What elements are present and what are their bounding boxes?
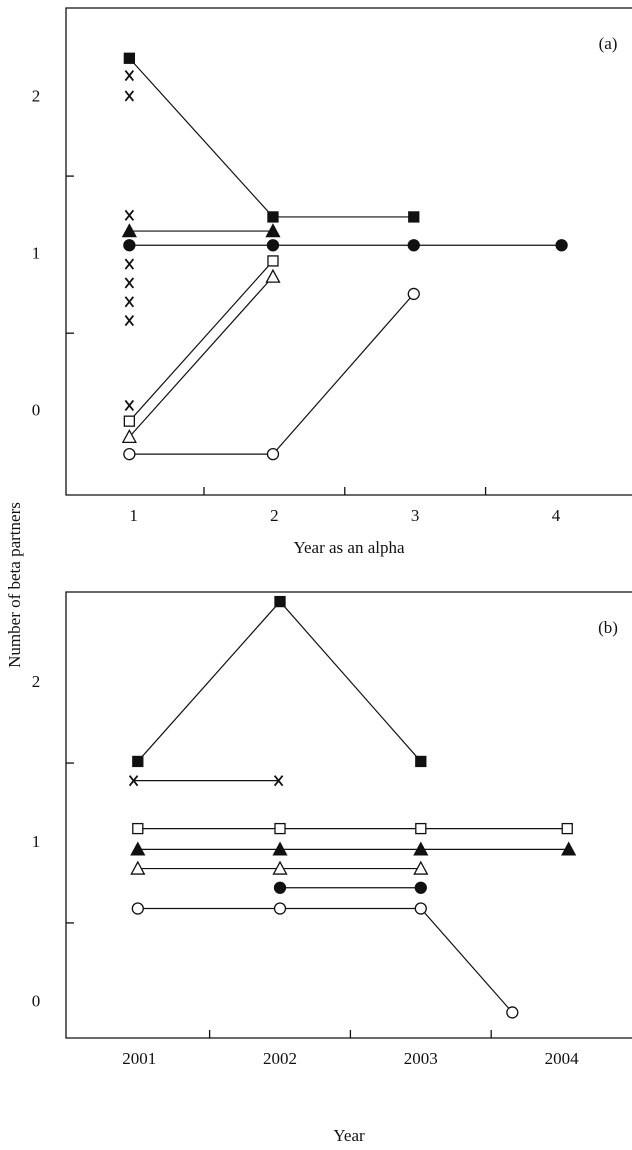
marker bbox=[266, 239, 280, 252]
axis-frame bbox=[65, 7, 632, 496]
marker bbox=[415, 755, 427, 768]
y-tick-label: 1 bbox=[32, 244, 41, 263]
marker bbox=[130, 860, 146, 875]
marker bbox=[273, 881, 287, 894]
x-axis-title: Year bbox=[333, 1126, 365, 1145]
marker bbox=[267, 255, 279, 267]
marker bbox=[121, 429, 137, 444]
marker bbox=[132, 822, 144, 835]
marker bbox=[415, 822, 427, 835]
marker bbox=[123, 415, 136, 427]
marker bbox=[413, 860, 429, 875]
y-tick-label: 1 bbox=[32, 832, 41, 851]
marker bbox=[124, 258, 135, 270]
marker bbox=[124, 399, 135, 412]
x-tick-label: 4 bbox=[552, 506, 561, 525]
marker bbox=[561, 822, 573, 835]
marker bbox=[272, 860, 288, 875]
x-tick-label: 2003 bbox=[404, 1049, 438, 1068]
marker bbox=[124, 90, 135, 102]
series-line bbox=[128, 57, 414, 218]
marker bbox=[267, 211, 279, 223]
y-axis-title: Number of beta partners bbox=[5, 502, 24, 668]
marker bbox=[555, 239, 568, 252]
x-tick-label: 2001 bbox=[122, 1049, 156, 1068]
marker bbox=[130, 841, 146, 856]
marker bbox=[123, 448, 136, 461]
marker bbox=[414, 881, 427, 894]
marker bbox=[272, 841, 288, 856]
panel-label: (b) bbox=[598, 618, 618, 637]
marker bbox=[273, 775, 284, 787]
marker bbox=[124, 209, 135, 221]
marker bbox=[414, 902, 427, 915]
x-tick-label: 2004 bbox=[545, 1049, 580, 1068]
x-tick-label: 2 bbox=[270, 506, 279, 525]
panel-label: (a) bbox=[599, 34, 618, 53]
y-tick-label: 2 bbox=[32, 86, 41, 105]
marker bbox=[408, 211, 420, 223]
marker bbox=[506, 1006, 519, 1019]
x-axis-title: Year as an alpha bbox=[293, 538, 405, 557]
marker bbox=[123, 239, 136, 252]
marker bbox=[124, 296, 135, 308]
marker bbox=[407, 239, 420, 252]
marker bbox=[131, 902, 144, 915]
series-line bbox=[128, 260, 274, 422]
y-tick-label: 2 bbox=[32, 672, 41, 691]
marker bbox=[266, 448, 280, 461]
marker bbox=[123, 52, 136, 64]
x-tick-label: 1 bbox=[129, 506, 138, 525]
x-tick-label: 3 bbox=[411, 506, 420, 525]
marker bbox=[561, 841, 577, 856]
marker bbox=[274, 822, 286, 835]
x-tick-label: 2002 bbox=[263, 1049, 297, 1068]
series-line bbox=[137, 600, 422, 762]
marker bbox=[265, 223, 281, 238]
y-tick-label: 0 bbox=[32, 992, 41, 1011]
marker bbox=[265, 268, 281, 283]
marker bbox=[407, 287, 420, 301]
marker bbox=[124, 277, 135, 289]
marker bbox=[413, 841, 429, 856]
marker bbox=[128, 775, 139, 787]
axis-frame bbox=[65, 591, 632, 1039]
marker bbox=[124, 315, 135, 327]
marker bbox=[273, 902, 287, 915]
series-line bbox=[128, 276, 274, 438]
y-tick-label: 0 bbox=[32, 401, 41, 420]
marker bbox=[121, 223, 137, 238]
marker bbox=[274, 595, 286, 608]
marker bbox=[132, 755, 144, 768]
series-line bbox=[137, 907, 513, 1013]
marker bbox=[124, 69, 135, 82]
